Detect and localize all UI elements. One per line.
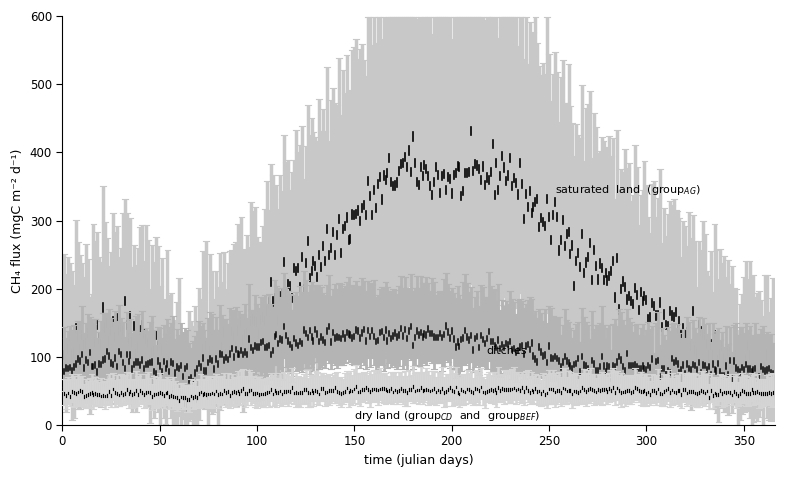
Y-axis label: CH₄ flux (mgC m⁻² d⁻¹): CH₄ flux (mgC m⁻² d⁻¹) — [11, 148, 24, 293]
X-axis label: time (julian days): time (julian days) — [364, 454, 473, 467]
Text: ditches: ditches — [487, 347, 527, 356]
Text: saturated  land  (group$_{AG}$): saturated land (group$_{AG}$) — [555, 183, 701, 197]
Text: dry land (group$_{CD}$  and  group$_{BEF}$): dry land (group$_{CD}$ and group$_{BEF}$… — [354, 409, 541, 423]
